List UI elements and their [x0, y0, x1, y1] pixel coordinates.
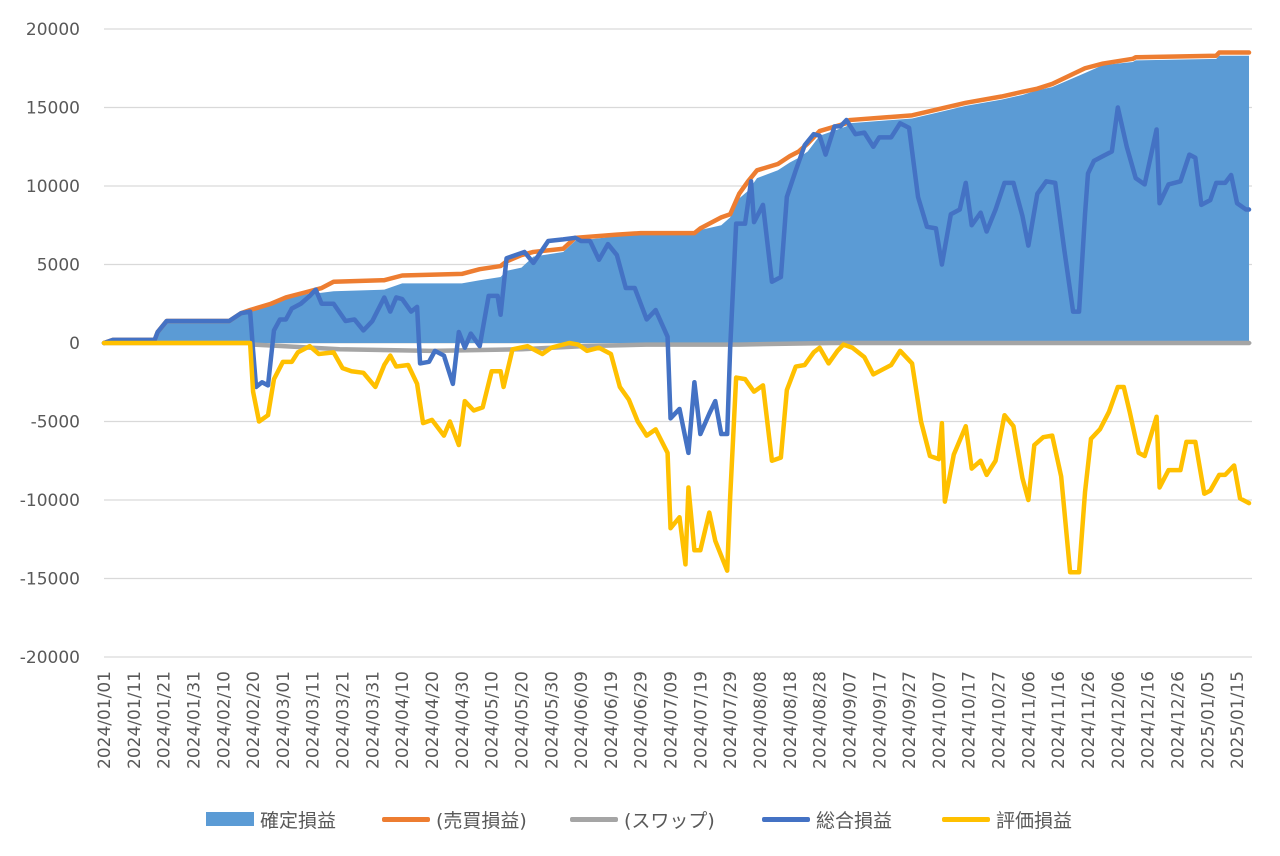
- x-tick-label: 2025/01/05: [1198, 671, 1218, 769]
- y-tick-label: -5000: [31, 413, 80, 433]
- series-area-confirmed: [104, 55, 1250, 343]
- x-tick-label: 2024/06/09: [572, 671, 592, 769]
- series-line-trade: [101, 50, 1252, 346]
- x-tick-label: 2024/10/07: [930, 671, 950, 769]
- series-line-total: [101, 105, 1252, 456]
- legend-swatch-valuation: [942, 816, 990, 822]
- legend-label-trade: (売買損益): [436, 809, 527, 832]
- x-tick-label: 2024/05/30: [542, 671, 562, 769]
- x-tick-label: 2024/09/17: [870, 671, 890, 769]
- x-tick-label: 2024/08/08: [751, 671, 771, 769]
- series-line-valuation: [101, 340, 1252, 575]
- x-tick-label: 2024/04/10: [393, 671, 413, 769]
- x-tick-label: 2024/09/07: [840, 671, 860, 769]
- x-tick-label: 2024/09/27: [900, 671, 920, 769]
- legend-label-valuation: 評価損益: [996, 809, 1073, 832]
- legend-item-total: 総合損益: [762, 804, 892, 834]
- x-tick-label: 2025/01/15: [1228, 671, 1248, 769]
- x-tick-label: 2024/03/31: [363, 671, 383, 769]
- x-tick-label: 2024/03/01: [274, 671, 294, 769]
- legend-item-trade: (売買損益): [382, 804, 527, 834]
- x-tick-label: 2024/06/29: [632, 671, 652, 769]
- x-tick-label: 2024/12/16: [1139, 671, 1159, 769]
- legend-swatch-trade: [382, 816, 430, 822]
- x-tick-label: 2024/02/10: [214, 671, 234, 769]
- legend-label-total: 総合損益: [816, 809, 893, 832]
- x-tick-label: 2024/11/16: [1049, 671, 1069, 769]
- x-tick-label: 2024/07/19: [691, 671, 711, 769]
- x-tick-label: 2024/01/01: [95, 671, 115, 769]
- x-tick-label: 2024/12/26: [1168, 671, 1188, 769]
- legend-swatch-total: [762, 816, 810, 822]
- legend-swatch-confirmed: [206, 812, 254, 826]
- x-tick-label: 2024/05/20: [512, 671, 532, 769]
- legend-label-confirmed: 確定損益: [260, 809, 337, 832]
- x-tick-label: 2024/01/11: [125, 671, 145, 769]
- x-tick-label: 2024/04/20: [423, 671, 443, 769]
- x-tick-label: 2024/11/26: [1079, 671, 1099, 769]
- x-tick-label: 2024/04/30: [453, 671, 473, 769]
- legend: 確定損益 (売買損益) (スワップ) 総合損益 評価損益: [0, 800, 1280, 840]
- x-tick-label: 2024/07/29: [721, 671, 741, 769]
- y-tick-label: 20000: [26, 20, 80, 40]
- x-tick-label: 2024/01/31: [184, 671, 204, 769]
- x-tick-label: 2024/08/28: [811, 671, 831, 769]
- legend-item-valuation: 評価損益: [942, 804, 1072, 834]
- y-tick-label: 10000: [26, 177, 80, 197]
- legend-label-swap: (スワップ): [624, 809, 715, 832]
- y-tick-label: 5000: [37, 256, 80, 276]
- x-tick-label: 2024/03/21: [334, 671, 354, 769]
- y-tick-label: 15000: [26, 99, 80, 119]
- y-tick-label: -20000: [20, 648, 80, 668]
- y-tick-label: -10000: [20, 491, 80, 511]
- legend-swatch-swap: [570, 816, 618, 822]
- x-tick-label: 2024/12/06: [1109, 671, 1129, 769]
- x-tick-label: 2024/07/09: [662, 671, 682, 769]
- x-tick-label: 2024/10/27: [990, 671, 1010, 769]
- x-tick-label: 2024/08/18: [781, 671, 801, 769]
- x-tick-label: 2024/02/20: [244, 671, 264, 769]
- x-tick-label: 2024/05/10: [483, 671, 503, 769]
- x-tick-label: 2024/06/19: [602, 671, 622, 769]
- y-tick-label: 0: [69, 334, 80, 354]
- x-tick-label: 2024/11/06: [1019, 671, 1039, 769]
- legend-item-confirmed: 確定損益: [206, 804, 336, 834]
- x-tick-label: 2024/03/11: [304, 671, 324, 769]
- series-line-swap: [101, 340, 1252, 354]
- y-tick-label: -15000: [20, 570, 80, 590]
- legend-item-swap: (スワップ): [570, 804, 715, 834]
- x-tick-label: 2024/01/21: [155, 671, 175, 769]
- x-tick-label: 2024/10/17: [960, 671, 980, 769]
